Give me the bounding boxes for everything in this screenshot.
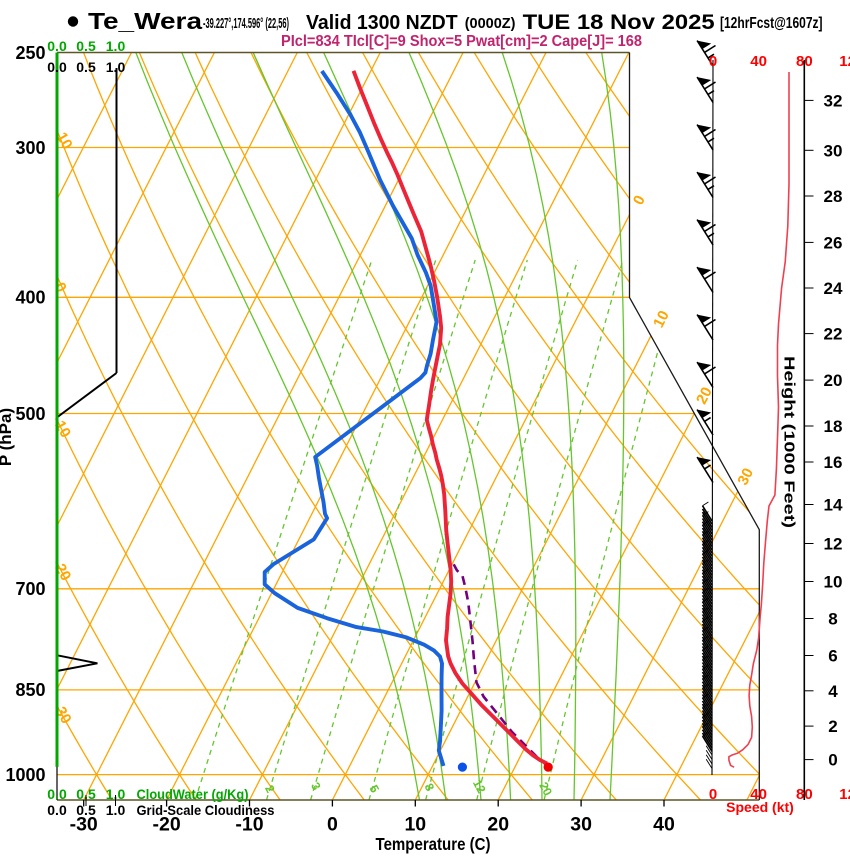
svg-text:CloudWater (g/Kg): CloudWater (g/Kg) <box>137 786 249 802</box>
svg-text:1000: 1000 <box>5 765 45 785</box>
svg-text:[12hrFcst@1607z]: [12hrFcst@1607z] <box>720 15 823 32</box>
svg-text:Valid 1300 NZDT: Valid 1300 NZDT <box>306 12 458 34</box>
svg-text:10: 10 <box>650 308 673 331</box>
svg-text:10: 10 <box>404 814 426 836</box>
svg-text:0.0: 0.0 <box>47 59 67 75</box>
svg-text:700: 700 <box>15 579 45 599</box>
svg-text:120: 120 <box>839 786 850 803</box>
svg-text:Height (1000 Feet): Height (1000 Feet) <box>781 356 798 528</box>
svg-text:850: 850 <box>15 680 45 700</box>
svg-text:1.0: 1.0 <box>106 786 126 802</box>
svg-text:40: 40 <box>750 786 767 803</box>
svg-text:0.5: 0.5 <box>76 38 96 54</box>
svg-text:-30: -30 <box>70 814 98 836</box>
svg-text:120: 120 <box>839 53 850 70</box>
svg-text:0.0: 0.0 <box>47 802 67 818</box>
svg-text:P (hPa): P (hPa) <box>0 408 15 466</box>
svg-text:Grid-Scale Cloudiness: Grid-Scale Cloudiness <box>137 802 275 818</box>
svg-text:14: 14 <box>824 496 843 515</box>
svg-text:12: 12 <box>470 777 489 796</box>
svg-text:-20: -20 <box>153 814 181 836</box>
svg-text:TUE 18 Nov 2025: TUE 18 Nov 2025 <box>523 11 715 34</box>
svg-text:20: 20 <box>487 814 509 836</box>
svg-text:(0000Z): (0000Z) <box>465 15 516 32</box>
svg-text:8: 8 <box>828 610 837 629</box>
svg-text:Speed (kt): Speed (kt) <box>726 799 794 815</box>
svg-text:0: 0 <box>828 751 837 770</box>
svg-text:20: 20 <box>536 780 555 799</box>
svg-text:2: 2 <box>828 717 837 736</box>
svg-text:300: 300 <box>15 138 45 158</box>
svg-text:20: 20 <box>824 371 843 390</box>
svg-text:0.5: 0.5 <box>76 802 96 818</box>
svg-text:500: 500 <box>15 404 45 424</box>
svg-text:28: 28 <box>824 187 843 206</box>
svg-text:-39.227°,174.596° (22,56): -39.227°,174.596° (22,56) <box>203 15 289 32</box>
svg-text:30: 30 <box>734 465 757 488</box>
svg-text:0: 0 <box>709 53 717 70</box>
svg-text:0: 0 <box>709 786 717 803</box>
svg-text:PIcl=834 TIcl[C]=9 Shox=5 Pwat: PIcl=834 TIcl[C]=9 Shox=5 Pwat[cm]=2 Cap… <box>281 33 642 50</box>
svg-text:400: 400 <box>15 288 45 308</box>
svg-text:18: 18 <box>824 417 843 436</box>
svg-text:40: 40 <box>750 53 767 70</box>
svg-text:30: 30 <box>570 814 592 836</box>
svg-text:0: 0 <box>327 814 338 836</box>
svg-text:6: 6 <box>828 647 837 666</box>
svg-text:Te_Wera: Te_Wera <box>88 8 203 34</box>
svg-text:1.0: 1.0 <box>106 59 126 75</box>
svg-text:4: 4 <box>828 682 838 701</box>
svg-text:1.0: 1.0 <box>106 802 126 818</box>
svg-text:24: 24 <box>824 279 843 298</box>
svg-text:0.5: 0.5 <box>76 59 96 75</box>
svg-text:1.0: 1.0 <box>106 38 126 54</box>
svg-text:40: 40 <box>653 814 675 836</box>
svg-text:0.5: 0.5 <box>76 786 96 802</box>
svg-text:12: 12 <box>824 535 843 554</box>
svg-text:10: 10 <box>824 573 843 592</box>
svg-text:26: 26 <box>824 233 843 252</box>
svg-text:20: 20 <box>693 384 716 407</box>
svg-text:30: 30 <box>824 141 843 160</box>
svg-text:0.0: 0.0 <box>47 38 67 54</box>
svg-text:Temperature (C): Temperature (C) <box>376 834 491 854</box>
svg-text:250: 250 <box>15 43 45 63</box>
svg-text:16: 16 <box>824 453 843 472</box>
svg-text:0.0: 0.0 <box>47 786 67 802</box>
svg-text:22: 22 <box>824 325 843 344</box>
svg-text:32: 32 <box>824 91 843 110</box>
svg-text:-10: -10 <box>235 814 263 836</box>
